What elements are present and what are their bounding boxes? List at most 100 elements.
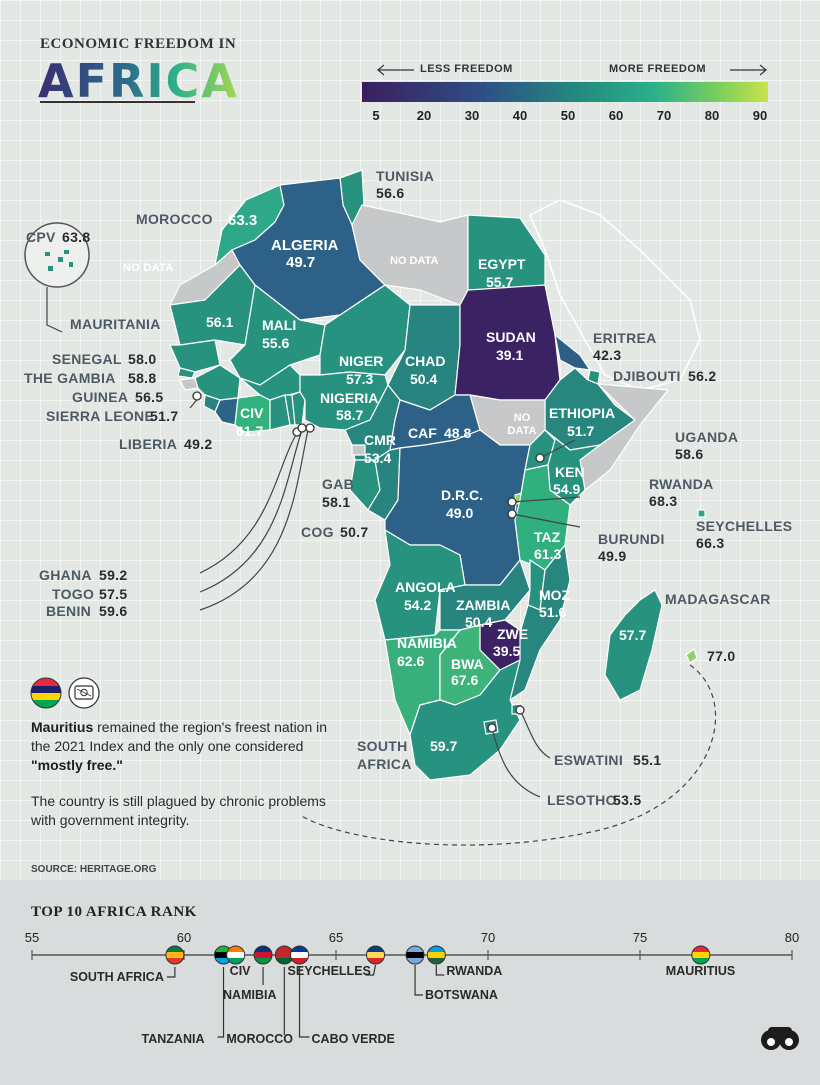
legend-more-label: MORE FREEDOM: [609, 63, 707, 75]
country-eritrea: [554, 334, 591, 371]
seychelles-score: 66.3: [696, 535, 725, 551]
rank-flag-marker: [426, 945, 446, 965]
rank-flag-marker: [405, 945, 425, 965]
rwanda-score: 68.3: [649, 493, 678, 509]
morocco-score: 63.3: [228, 212, 258, 229]
rank-axis-tick-label: 60: [176, 930, 192, 945]
eritrea-label: ERITREA: [593, 330, 657, 346]
legend-tick: 50: [560, 108, 576, 123]
legend-less-label: LESS FREEDOM: [420, 63, 513, 75]
south-africa-label-2: AFRICA: [357, 756, 412, 772]
cpv-label: CPV: [26, 229, 56, 245]
title-main: AFRICA: [38, 54, 239, 108]
nigeria-name: NIGERIA: [320, 390, 379, 406]
uganda-label: UGANDA: [675, 429, 739, 445]
rank-country-label: MOROCCO: [226, 1032, 293, 1046]
taz-name: TAZ: [534, 529, 561, 545]
eswatini-label: ESWATINI: [554, 752, 624, 768]
senegal-label: SENEGAL: [52, 351, 122, 367]
civ-name: CIV: [240, 405, 264, 421]
legend-tick: 5: [372, 108, 380, 123]
tunisia-score: 56.6: [376, 185, 405, 201]
legend-color-scale: [362, 82, 768, 102]
country-niger: [319, 284, 411, 376]
country-senegal: [169, 339, 221, 373]
namibia-score: 62.6: [397, 653, 425, 669]
eritrea-score: 42.3: [593, 347, 622, 363]
country-seychelles: [697, 509, 706, 518]
mali-name: MALI: [262, 317, 297, 333]
caf-name: CAF: [408, 425, 437, 441]
rank-country-label: BOTSWANA: [425, 988, 498, 1002]
rank-flag-marker: [165, 945, 185, 965]
mauritania-label: MAURITANIA: [70, 316, 161, 332]
cpv-score: 63.8: [62, 229, 91, 245]
zambia-name: ZAMBIA: [456, 597, 511, 613]
legend-tick: 80: [704, 108, 720, 123]
egypt-score: 55.7: [486, 274, 514, 290]
ghana-score: 59.2: [99, 567, 128, 583]
mauritius-note: Mauritius remained the region's freest n…: [31, 718, 331, 775]
rank-axis-tick-label: 75: [632, 930, 648, 945]
legend-tick: 60: [608, 108, 624, 123]
civ-score: 61.7: [236, 423, 264, 439]
angola-name: ANGOLA: [395, 579, 456, 595]
country-mauritius: [685, 648, 698, 664]
right-arrow-icon: [730, 64, 767, 76]
middle-east-outline: [529, 199, 701, 391]
gab-score: 58.1: [322, 494, 351, 510]
sierra-leone-label: SIERRA LEONE: [46, 408, 155, 424]
rank-country-label: CIV: [229, 964, 251, 978]
ethiopia-score: 51.7: [567, 423, 595, 439]
chad-name: CHAD: [405, 353, 446, 369]
rank-leader-line: [217, 967, 225, 1038]
zwe-score: 39.5: [493, 643, 521, 659]
rank-country-label: SEYCHELLES: [287, 964, 371, 978]
zambia-score: 50.4: [465, 614, 493, 630]
cpv-inset-circle: [24, 222, 90, 288]
country-madagascar: [604, 589, 663, 701]
no-data-south-sudan: NO DATA: [507, 412, 537, 437]
legend-tick: 40: [512, 108, 528, 123]
no-data-western-sahara: NO DATA: [123, 262, 174, 274]
rank-country-label: MAURITIUS: [665, 964, 736, 978]
chad-score: 50.4: [410, 371, 438, 387]
zwe-name: ZWE: [497, 626, 529, 642]
rank-axis-tick-label: 70: [480, 930, 496, 945]
rank-country-label: NAMIBIA: [223, 988, 277, 1002]
lesotho-score: 53.5: [613, 792, 642, 808]
africa-map: [24, 169, 717, 846]
algeria-score: 49.7: [286, 254, 316, 271]
madagascar-label: MADAGASCAR: [665, 591, 771, 607]
cog-score: 50.7: [340, 524, 369, 540]
togo-label: TOGO: [52, 586, 95, 602]
mali-score: 55.6: [262, 335, 290, 351]
ken-name: KEN: [555, 464, 585, 480]
seychelles-label: SEYCHELLES: [696, 518, 793, 534]
rank-axis-tick-label: 65: [328, 930, 344, 945]
sudan-score: 39.1: [496, 347, 524, 363]
niger-name: NIGER: [339, 353, 384, 369]
legend-tick: 20: [416, 108, 432, 123]
rank-flag-marker: [366, 945, 386, 965]
benin-score: 59.6: [99, 603, 128, 619]
liberia-score: 49.2: [184, 436, 213, 452]
cmr-name: CMR: [364, 432, 396, 448]
drc-score: 49.0: [446, 505, 474, 521]
moz-name: MOZ: [539, 587, 571, 603]
legend-tick: 70: [656, 108, 672, 123]
tunisia-label: TUNISIA: [376, 168, 435, 184]
drc-name: D.R.C.: [441, 487, 483, 503]
cpv-leader-line: [46, 287, 63, 333]
mauritius-dashed-line: [299, 664, 717, 846]
guinea-label: GUINEA: [72, 389, 129, 405]
rank-leader-line: [435, 965, 445, 976]
moz-score: 51.6: [539, 604, 567, 620]
legend-tick: 30: [464, 108, 480, 123]
lesotho-label: LESOTHO: [547, 792, 617, 808]
angola-score: 54.2: [404, 597, 432, 613]
gambia-score: 58.8: [128, 370, 157, 386]
no-data-libya: NO DATA: [390, 255, 439, 267]
gambia-label: THE GAMBIA: [24, 370, 116, 386]
